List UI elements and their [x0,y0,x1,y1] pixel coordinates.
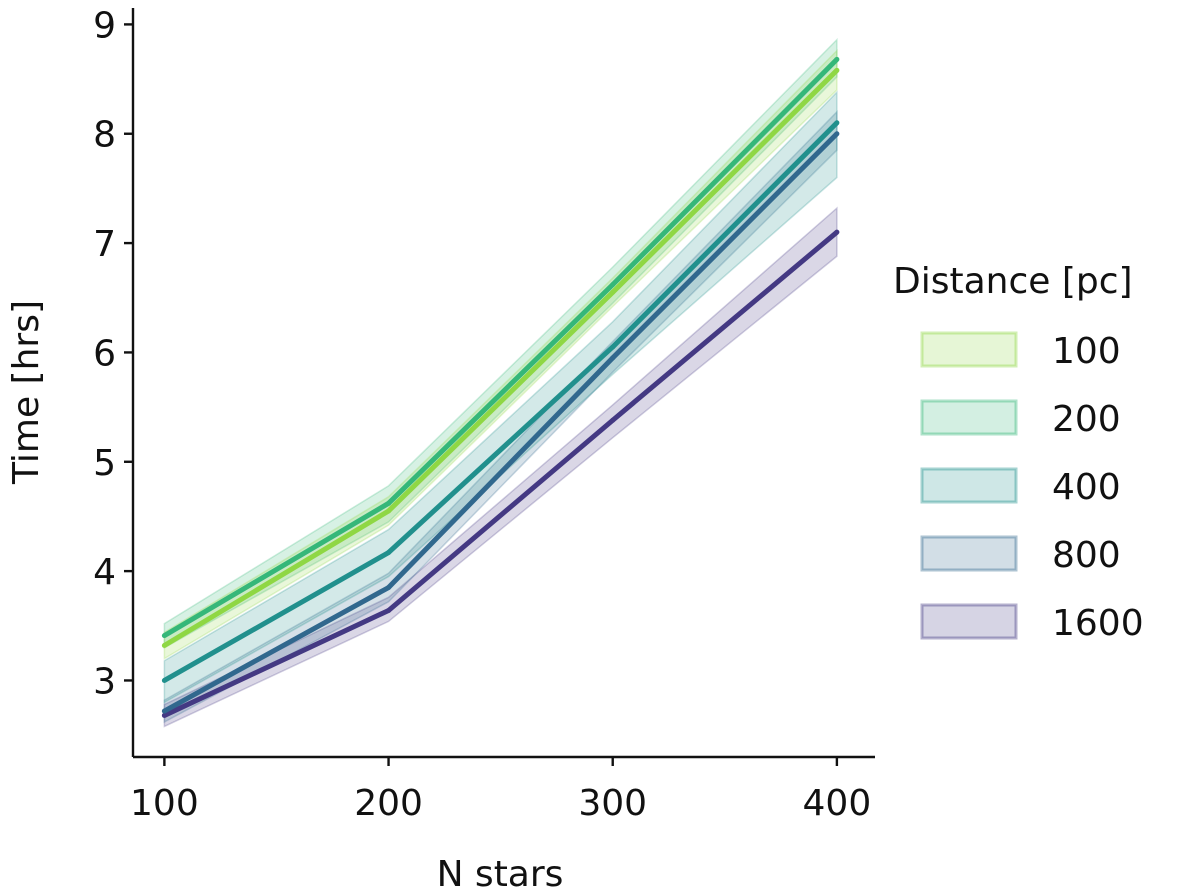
point-800-200 [386,585,392,591]
legend-swatch-100 [920,331,1018,368]
line-200 [163,57,839,638]
point-200-100 [161,633,167,639]
legend-label-400: 400 [1052,467,1121,508]
legend: Distance [pc] 100 200 400 800 1600 [893,261,1144,644]
point-100-200 [386,508,392,514]
y-tick-label-7: 7 [93,224,116,265]
legend-swatch-200 [920,399,1018,436]
y-tick-label-9: 9 [93,5,116,46]
y-tick-label-8: 8 [93,115,116,156]
line-400 [163,121,839,683]
point-400-400 [834,120,840,126]
point-1600-300 [610,417,616,423]
point-1600-100 [161,712,167,718]
point-200-200 [386,500,392,506]
x-tick-label-400: 400 [803,783,872,824]
y-tick-label-5: 5 [93,443,116,484]
point-200-300 [610,282,616,288]
line-800 [163,131,839,714]
band-200 [163,37,838,649]
x-tick-label-300: 300 [578,783,647,824]
series-lines [161,56,840,718]
point-800-400 [834,131,840,137]
legend-swatch-800 [920,535,1018,572]
y-tick-label-3: 3 [93,661,116,702]
point-1600-200 [386,607,392,613]
y-tick-label-6: 6 [93,333,116,374]
y-tick-label-4: 4 [93,552,116,593]
x-tick-label-200: 200 [354,783,423,824]
point-100-400 [834,67,840,73]
point-400-200 [386,550,392,556]
x-ticks: 100 200 300 400 [130,757,871,824]
line-100 [163,68,839,648]
legend-label-200: 200 [1052,399,1121,440]
legend-label-800: 800 [1052,535,1121,576]
legend-label-100: 100 [1052,331,1121,372]
point-100-100 [161,642,167,648]
x-tick-label-100: 100 [130,783,199,824]
legend-swatch-1600 [920,603,1018,640]
legend-swatch-400 [920,467,1018,504]
y-ticks: 3 4 5 6 7 8 9 [93,5,133,702]
x-axis-label: N stars [437,854,564,895]
point-100-300 [610,289,616,295]
point-800-300 [610,355,616,361]
point-800-100 [161,708,167,714]
y-axis-label: Time [hrs] [6,300,47,485]
legend-title: Distance [pc] [893,261,1133,302]
line-1600 [163,230,839,718]
point-400-100 [161,677,167,683]
legend-label-1600: 1600 [1052,603,1144,644]
point-1600-400 [834,229,840,235]
point-400-300 [610,344,616,350]
point-200-400 [834,56,840,62]
